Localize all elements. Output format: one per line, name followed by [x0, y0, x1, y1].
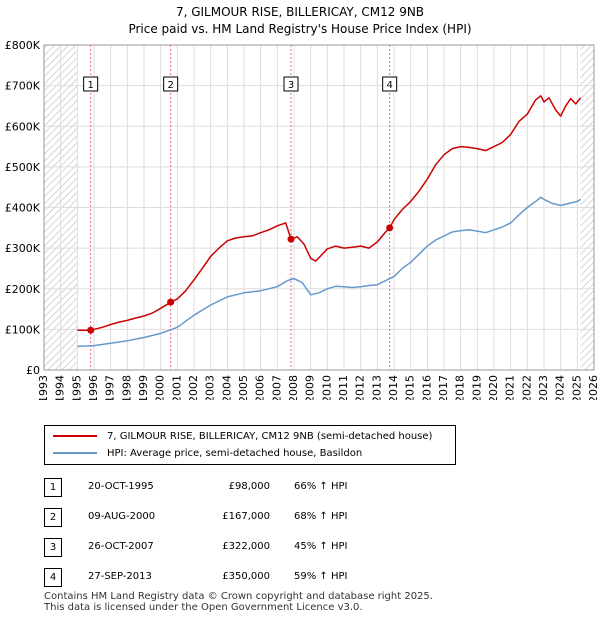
x-tick-label: 2025: [570, 375, 583, 400]
x-tick-label: 2011: [337, 375, 350, 400]
sale-number-badge: 1: [44, 478, 62, 497]
x-tick-label: 2016: [420, 375, 433, 400]
x-tick-label: 2024: [554, 375, 567, 400]
y-tick-label: £600K: [5, 120, 41, 133]
x-tick-label: 2000: [154, 375, 167, 400]
sale-row: 1 20-OCT-1995 £98,000 66% ↑ HPI: [44, 478, 484, 508]
x-tick-label: 2007: [270, 375, 283, 400]
legend: 7, GILMOUR RISE, BILLERICAY, CM12 9NB (s…: [44, 425, 456, 465]
series-line-property: [77, 95, 582, 331]
x-tick-label: 2001: [170, 375, 183, 400]
sale-label-box: [283, 76, 299, 92]
sale-hpi-change: 45% ↑ HPI: [294, 541, 348, 552]
chart-subtitle: Price paid vs. HM Land Registry's House …: [128, 22, 472, 36]
price-chart: £0 £100K £200K £300K £400K £500K £600K £700K £80…: [5, 39, 600, 400]
sale-point: [87, 326, 95, 334]
sale-point: [386, 224, 394, 232]
sale-hpi-change: 68% ↑ HPI: [294, 511, 348, 522]
sale-date: 26-OCT-2007: [88, 541, 154, 552]
chart-title: 7, GILMOUR RISE, BILLERICAY, CM12 9NB: [175, 5, 425, 19]
x-tick-label: 1993: [37, 375, 50, 400]
sale-row: 3 26-OCT-2007 £322,000 45% ↑ HPI: [44, 538, 484, 568]
x-tick-label: 2002: [187, 375, 200, 400]
y-tick-label: £800K: [5, 39, 41, 52]
x-tick-label: 2003: [204, 375, 217, 400]
sale-price: £322,000: [222, 541, 270, 552]
x-tick-label: 1996: [87, 375, 100, 400]
sale-price: £350,000: [222, 571, 270, 582]
y-tick-label: £400K: [5, 202, 41, 215]
footer-licence: This data is licensed under the Open Gov…: [44, 602, 363, 613]
legend-item-hpi: HPI: Average price, semi-detached house,…: [53, 445, 362, 461]
sale-label-text: 1: [87, 80, 93, 91]
x-tick-label: 2014: [387, 375, 400, 400]
y-tick-label: £100K: [5, 323, 41, 336]
x-tick-label: 1995: [70, 375, 83, 400]
x-tick-label: 2008: [287, 375, 300, 400]
y-tick-label: £0: [26, 364, 40, 377]
x-tick-label: 2006: [254, 375, 267, 400]
legend-swatch-property: [53, 435, 97, 437]
sale-date: 27-SEP-2013: [88, 571, 152, 582]
sale-label-box: [382, 76, 398, 92]
sale-point: [287, 235, 295, 243]
y-tick-label: £200K: [5, 283, 41, 296]
sale-label-text: 4: [386, 80, 392, 91]
sale-row: 2 09-AUG-2000 £167,000 68% ↑ HPI: [44, 508, 484, 538]
x-tick-label: 2004: [220, 375, 233, 400]
sale-hpi-change: 66% ↑ HPI: [294, 481, 348, 492]
sale-hpi-change: 59% ↑ HPI: [294, 571, 348, 582]
legend-label-property: 7, GILMOUR RISE, BILLERICAY, CM12 9NB (s…: [107, 430, 433, 442]
legend-item-property: 7, GILMOUR RISE, BILLERICAY, CM12 9NB (s…: [53, 428, 432, 444]
sale-point: [167, 298, 175, 306]
legend-label-hpi: HPI: Average price, semi-detached house,…: [107, 447, 363, 459]
x-tick-label: 1994: [54, 375, 67, 400]
sale-label-text: 3: [288, 80, 294, 91]
sale-label-box: [163, 76, 179, 92]
legend-swatch-hpi: [53, 452, 97, 454]
x-tick-label: 2013: [370, 375, 383, 400]
x-tick-label: 1998: [120, 375, 133, 400]
sale-label-text: 2: [167, 80, 173, 91]
sale-label-box: [83, 76, 99, 92]
sale-row: 4 27-SEP-2013 £350,000 59% ↑ HPI: [44, 568, 484, 598]
x-tick-label: 2012: [354, 375, 367, 400]
sale-price: £98,000: [228, 481, 270, 492]
sales-table: 1 20-OCT-1995 £98,000 66% ↑ HPI 2 09-AUG…: [44, 478, 484, 598]
x-tick-label: 2010: [320, 375, 333, 400]
x-tick-label: 1997: [104, 375, 117, 400]
x-tick-label: 2018: [454, 375, 467, 400]
x-tick-label: 2009: [304, 375, 317, 400]
series-line-hpi: [77, 196, 582, 348]
x-tick-label: 2019: [470, 375, 483, 400]
x-tick-label: 2005: [237, 375, 250, 400]
x-tick-label: 2022: [520, 375, 533, 400]
y-tick-label: £700K: [5, 80, 41, 93]
plot-frame: [43, 44, 595, 371]
footer: Contains HM Land Registry data © Crown c…: [44, 591, 433, 613]
x-tick-label: 2021: [504, 375, 517, 400]
sale-number-badge: 4: [44, 568, 62, 587]
sale-number-badge: 3: [44, 538, 62, 557]
y-tick-label: £300K: [5, 242, 41, 255]
sale-date: 20-OCT-1995: [88, 481, 154, 492]
x-tick-label: 2015: [404, 375, 417, 400]
x-tick-label: 1999: [137, 375, 150, 400]
footer-copyright: Contains HM Land Registry data © Crown c…: [44, 591, 433, 602]
x-tick-label: 2026: [587, 375, 600, 400]
x-tick-label: 2023: [537, 375, 550, 400]
x-tick-label: 2020: [487, 375, 500, 400]
sale-price: £167,000: [222, 511, 270, 522]
x-tick-label: 2017: [437, 375, 450, 400]
sale-number-badge: 2: [44, 508, 62, 527]
y-tick-label: £500K: [5, 161, 41, 174]
sale-date: 09-AUG-2000: [88, 511, 156, 522]
